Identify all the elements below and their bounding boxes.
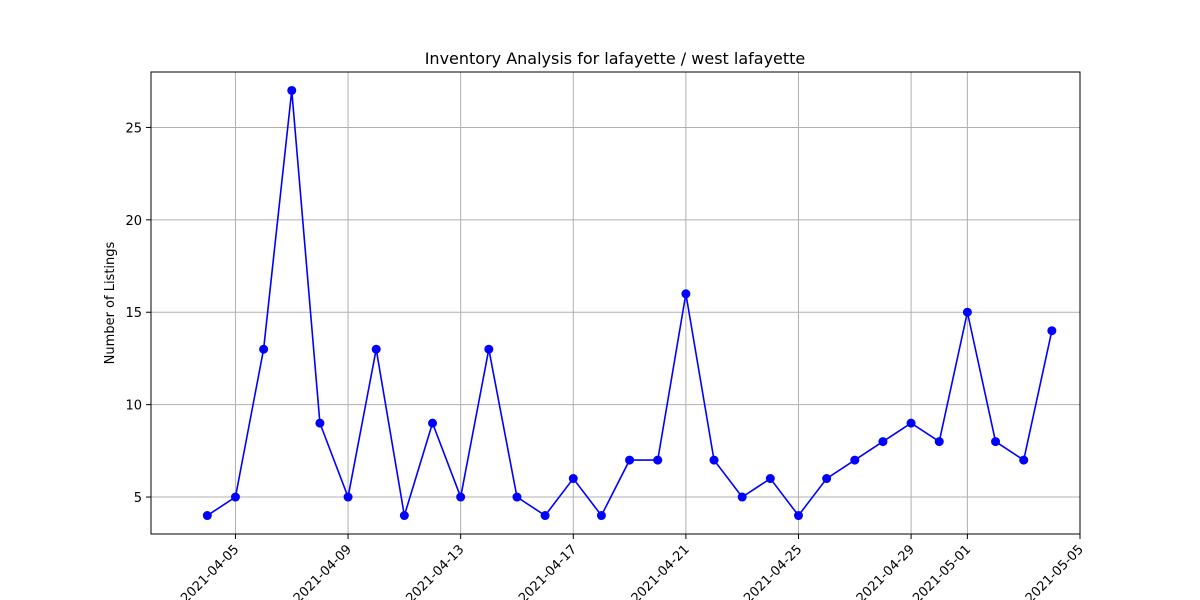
data-point: [850, 455, 860, 465]
x-tick-label: 2021-05-01: [910, 542, 974, 600]
grid-lines: [151, 72, 1081, 534]
data-point: [793, 511, 803, 521]
data-point: [484, 344, 494, 354]
y-tick-label: 25: [125, 121, 142, 136]
axis-ticks: 2021-04-05 2021-04-09 2021-04-13 2021-04-17…: [125, 121, 1086, 600]
y-tick-label: 10: [125, 399, 142, 414]
series-line: [206, 90, 1053, 518]
data-point: [287, 85, 297, 95]
data-point: [681, 289, 691, 299]
x-tick-label: 2021-04-25: [741, 542, 805, 600]
y-tick-label: 15: [125, 306, 142, 321]
data-point: [1019, 455, 1029, 465]
data-point: [343, 492, 353, 502]
chart-title: Inventory Analysis for lafayette / west …: [425, 49, 806, 68]
x-tick-label: 2021-04-29: [854, 542, 918, 600]
plot-frame: [150, 71, 1081, 535]
x-tick-label: 2021-04-13: [403, 542, 467, 600]
x-tick-label: 2021-04-17: [516, 542, 580, 600]
data-point: [315, 418, 325, 428]
data-point: [540, 511, 550, 521]
y-tick-label: 5: [134, 491, 142, 506]
data-point: [230, 492, 240, 502]
data-point: [737, 492, 747, 502]
x-tick-label: 2021-04-21: [629, 542, 693, 600]
data-point: [878, 437, 888, 447]
data-point: [765, 474, 775, 484]
data-point: [596, 511, 606, 521]
data-point: [1047, 326, 1057, 336]
y-tick-label: 20: [125, 214, 142, 229]
data-point: [428, 418, 438, 428]
y-axis-label: Number of Listings: [103, 241, 118, 364]
data-point: [202, 511, 212, 521]
data-point: [962, 307, 972, 317]
data-series: [202, 85, 1057, 521]
data-point: [934, 437, 944, 447]
data-point: [822, 474, 832, 484]
x-tick-label: 2021-04-09: [291, 542, 355, 600]
data-point: [399, 511, 409, 521]
data-point: [709, 455, 719, 465]
data-point: [906, 418, 916, 428]
x-tick-label: 2021-04-05: [178, 542, 242, 600]
data-point: [625, 455, 635, 465]
data-point: [991, 437, 1001, 447]
x-tick-label: 2021-05-05: [1023, 542, 1087, 600]
data-point: [456, 492, 466, 502]
data-point: [653, 455, 663, 465]
data-point: [512, 492, 522, 502]
data-point: [568, 474, 578, 484]
data-point: [371, 344, 381, 354]
data-point: [259, 344, 269, 354]
